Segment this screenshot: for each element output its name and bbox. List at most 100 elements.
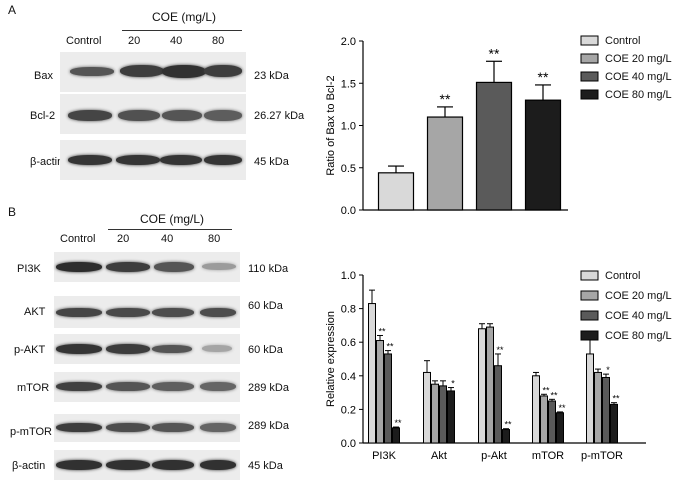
band-pakt-80: [202, 345, 232, 352]
legend-entry: COE 40 mg/L: [605, 71, 672, 83]
panel-a-lane-80: 80: [212, 35, 225, 47]
blot-b-pi3k: [54, 252, 240, 282]
band-pi3k-20: [106, 262, 150, 272]
y-axis-label: Relative expression: [325, 311, 337, 407]
bar: [423, 371, 431, 444]
blot-b-size-pi3k: 110 kDa: [248, 263, 289, 275]
x-tick-label: p-Akt: [481, 450, 507, 462]
y-tick-label: 1.0: [341, 270, 356, 282]
blot-a-label-bcl2: Bcl-2: [30, 110, 56, 122]
panel-b-lane-control: Control: [60, 233, 96, 245]
bar: [502, 429, 510, 444]
significance-marker: **: [538, 69, 549, 85]
significance-marker: *: [606, 365, 610, 375]
x-tick-label: PI3K: [372, 450, 397, 462]
legend-swatch: [580, 53, 599, 64]
blot-a-size-bax: 23 kDa: [254, 70, 289, 82]
band-mtor-40: [152, 382, 194, 391]
blot-b-size-actin: 45 kDa: [248, 460, 283, 472]
significance-marker: *: [451, 379, 455, 389]
y-tick-label: 0.0: [341, 205, 356, 217]
band-actin-a-20: [116, 155, 160, 165]
legend-swatch: [580, 270, 599, 281]
y-tick-label: 0.5: [341, 163, 356, 175]
band-bax-40: [162, 65, 206, 78]
blot-a-size-bcl2: 26.27 kDa: [254, 110, 305, 122]
bar: [524, 99, 562, 211]
x-tick-label: Akt: [431, 450, 447, 462]
blot-b-mtor: [54, 372, 240, 402]
band-akt-20: [106, 308, 150, 317]
bar: [392, 427, 400, 444]
band-actin-a-40: [160, 155, 202, 165]
blot-b-label-pakt: p-AKT: [14, 344, 46, 356]
bar: [426, 116, 464, 211]
band-pi3k-40: [154, 262, 194, 272]
legend-swatch: [580, 35, 599, 46]
bar: [532, 375, 540, 444]
band-bcl2-80: [204, 110, 242, 121]
blot-b-actin: [54, 450, 240, 480]
blot-b-label-pmtor: p-mTOR: [10, 426, 52, 438]
legend-swatch: [580, 89, 599, 100]
band-pakt-control: [56, 344, 102, 354]
band-bax-control: [70, 67, 114, 76]
bar: [494, 365, 502, 444]
legend-entry: COE 80 mg/L: [605, 330, 672, 342]
blot-a-size-actin: 45 kDa: [254, 156, 289, 168]
band-actin-a-80: [204, 155, 242, 165]
legend-entry: COE 40 mg/L: [605, 310, 672, 322]
significance-marker: **: [542, 385, 550, 395]
band-actin-b-80: [200, 460, 236, 470]
legend-entry: Control: [605, 35, 640, 47]
y-tick-label: 0.6: [341, 337, 356, 349]
blot-b-size-pmtor: 289 kDa: [248, 420, 289, 432]
band-actin-b-40: [152, 460, 194, 470]
blot-b-label-akt: AKT: [24, 306, 46, 318]
blot-b-size-mtor: 289 kDa: [248, 382, 289, 394]
y-tick-label: 0.2: [341, 404, 356, 416]
legend-entry: COE 20 mg/L: [605, 290, 672, 302]
x-tick-label: mTOR: [532, 450, 564, 462]
bar: [384, 353, 392, 444]
blot-b-akt: [54, 296, 240, 328]
significance-marker: **: [550, 390, 558, 400]
legend-swatch: [580, 310, 599, 321]
band-pakt-20: [106, 344, 150, 354]
band-actin-b-control: [56, 460, 102, 470]
y-tick-label: 1.0: [341, 121, 356, 133]
blot-b-label-pi3k: PI3K: [17, 263, 41, 275]
bar: [610, 403, 618, 444]
legend-entry: COE 80 mg/L: [605, 89, 672, 101]
significance-marker: **: [378, 326, 386, 336]
panel-a-lane-20: 20: [128, 35, 141, 47]
panel-a-lane-40: 40: [170, 35, 183, 47]
legend-swatch: [580, 290, 599, 301]
blot-a-bax: [60, 52, 246, 92]
significance-marker: **: [496, 345, 504, 355]
bar: [368, 303, 376, 444]
panel-b-label: B: [8, 205, 17, 219]
significance-marker: **: [558, 403, 566, 413]
blot-b-pmtor: [54, 414, 240, 442]
band-bax-20: [120, 65, 164, 77]
y-tick-label: 2.0: [341, 36, 356, 48]
significance-marker: **: [394, 418, 402, 428]
significance-marker: **: [386, 342, 394, 352]
panel-b-treatment-header: COE (mg/L): [140, 212, 205, 226]
blot-b-label-actin: β-actin: [12, 460, 46, 472]
legend-swatch: [580, 330, 599, 341]
significance-marker: **: [440, 91, 451, 107]
band-pmtor-20: [106, 423, 150, 432]
panel-a-treatment-header: COE (mg/L): [152, 10, 217, 24]
y-tick-label: 0.4: [341, 371, 356, 383]
y-axis-label: Ratio of Bax to Bcl-2: [325, 75, 337, 175]
panel-b-lane-80: 80: [208, 233, 221, 245]
band-bcl2-40: [162, 110, 202, 121]
band-bax-80: [204, 65, 242, 77]
band-mtor-20: [106, 382, 150, 391]
legend-entry: COE 20 mg/L: [605, 53, 672, 65]
y-tick-label: 0.8: [341, 304, 356, 316]
blot-b-pakt: [54, 334, 240, 364]
blot-b-label-mtor: mTOR: [17, 382, 50, 394]
